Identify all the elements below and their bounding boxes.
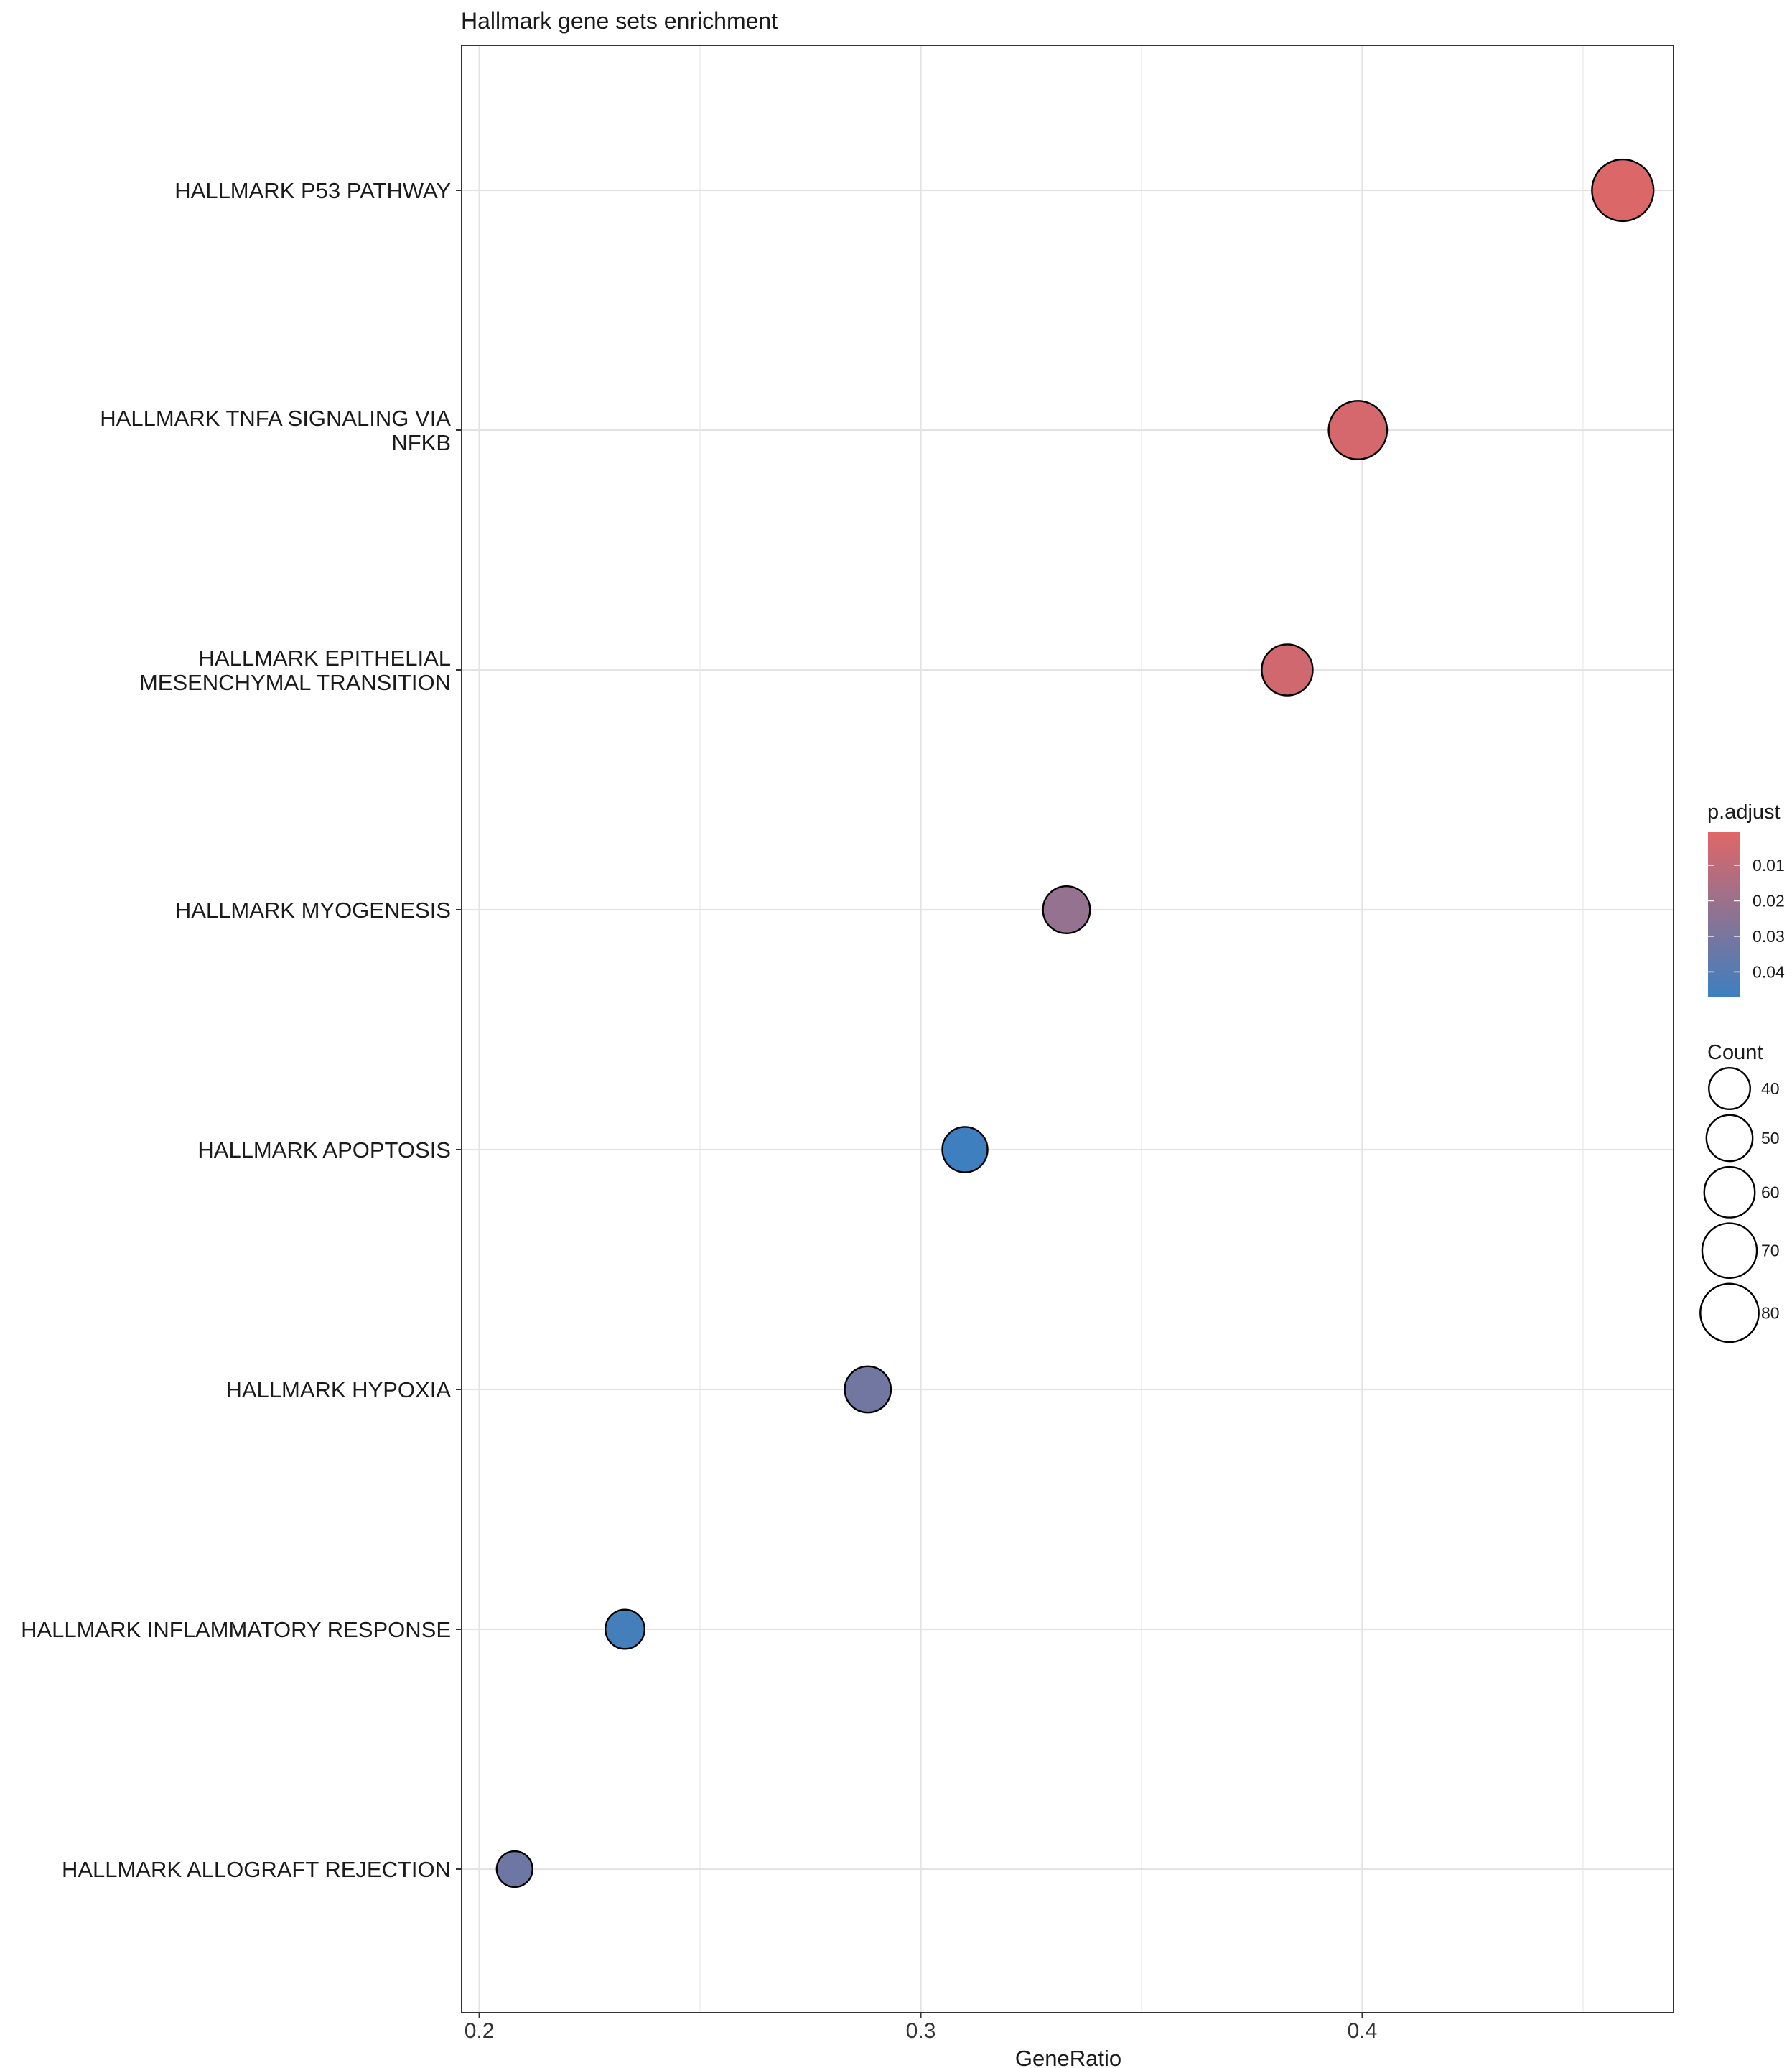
data-point	[1327, 400, 1389, 460]
y-axis: HALLMARK P53 PATHWAY HALLMARK TNFA SIGNAL…	[21, 178, 462, 1882]
legend-size-label: 80	[1761, 1303, 1780, 1322]
y-tick-label: HALLMARK P53 PATHWAY	[174, 178, 451, 203]
data-point	[844, 1365, 892, 1414]
chart-title: Hallmark gene sets enrichment	[461, 8, 778, 34]
y-tick-label: HALLMARK EPITHELIAL	[199, 646, 451, 671]
y-tick-label: HALLMARK INFLAMMATORY RESPONSE	[21, 1617, 451, 1642]
data-point	[1042, 885, 1091, 935]
legend-count: Count 40 50 60 70 80	[1699, 1041, 1780, 1343]
plot-border	[461, 45, 1674, 2013]
legend-size-label: 60	[1761, 1183, 1780, 1201]
y-tick-label: NFKB	[391, 430, 451, 455]
legend-color-label: 0.01	[1753, 856, 1785, 875]
legend-p-adjust-title: p.adjust	[1707, 801, 1781, 824]
legend-size-circle	[1703, 1165, 1756, 1219]
legend-count-title: Count	[1707, 1041, 1763, 1064]
x-axis: 0.2 0.3 0.4	[465, 2013, 1378, 2043]
legend-size-label: 70	[1761, 1242, 1780, 1260]
y-tick-label: HALLMARK MYOGENESIS	[175, 898, 451, 923]
legend-size-circle	[1699, 1282, 1760, 1343]
y-tick-label: MESENCHYMAL TRANSITION	[139, 670, 451, 695]
legend-size-circle	[1701, 1222, 1758, 1279]
x-tick-label: 0.4	[1348, 2019, 1378, 2043]
y-tick-label: HALLMARK HYPOXIA	[225, 1377, 451, 1402]
y-tick-label: HALLMARK APOPTOSIS	[197, 1137, 451, 1163]
legend-color-label: 0.03	[1753, 927, 1785, 946]
legend-color-bar	[1708, 832, 1740, 997]
y-tick-label: HALLMARK TNFA SIGNALING VIA	[100, 406, 451, 431]
data-point	[1261, 643, 1314, 697]
legend-color-label: 0.02	[1753, 891, 1785, 910]
x-axis-title: GeneRatio	[1015, 2046, 1121, 2068]
legend-p-adjust: p.adjust 0.01 0.02 0.03 0.04	[1707, 801, 1785, 997]
legend-size-circle	[1705, 1114, 1754, 1163]
y-tick-label: HALLMARK ALLOGRAFT REJECTION	[62, 1857, 451, 1882]
data-point	[1591, 158, 1655, 223]
plot-panel	[462, 45, 1674, 2013]
x-tick-label: 0.3	[906, 2019, 936, 2043]
data-point	[941, 1126, 989, 1173]
data-point	[495, 1850, 533, 1888]
x-tick-label: 0.2	[465, 2019, 495, 2043]
legend-size-label: 40	[1761, 1079, 1780, 1098]
data-point	[605, 1608, 646, 1650]
legend-size-label: 50	[1761, 1129, 1780, 1147]
legend-size-circle	[1708, 1067, 1751, 1110]
data-points	[495, 158, 1655, 1888]
legend-color-label: 0.04	[1753, 962, 1785, 981]
